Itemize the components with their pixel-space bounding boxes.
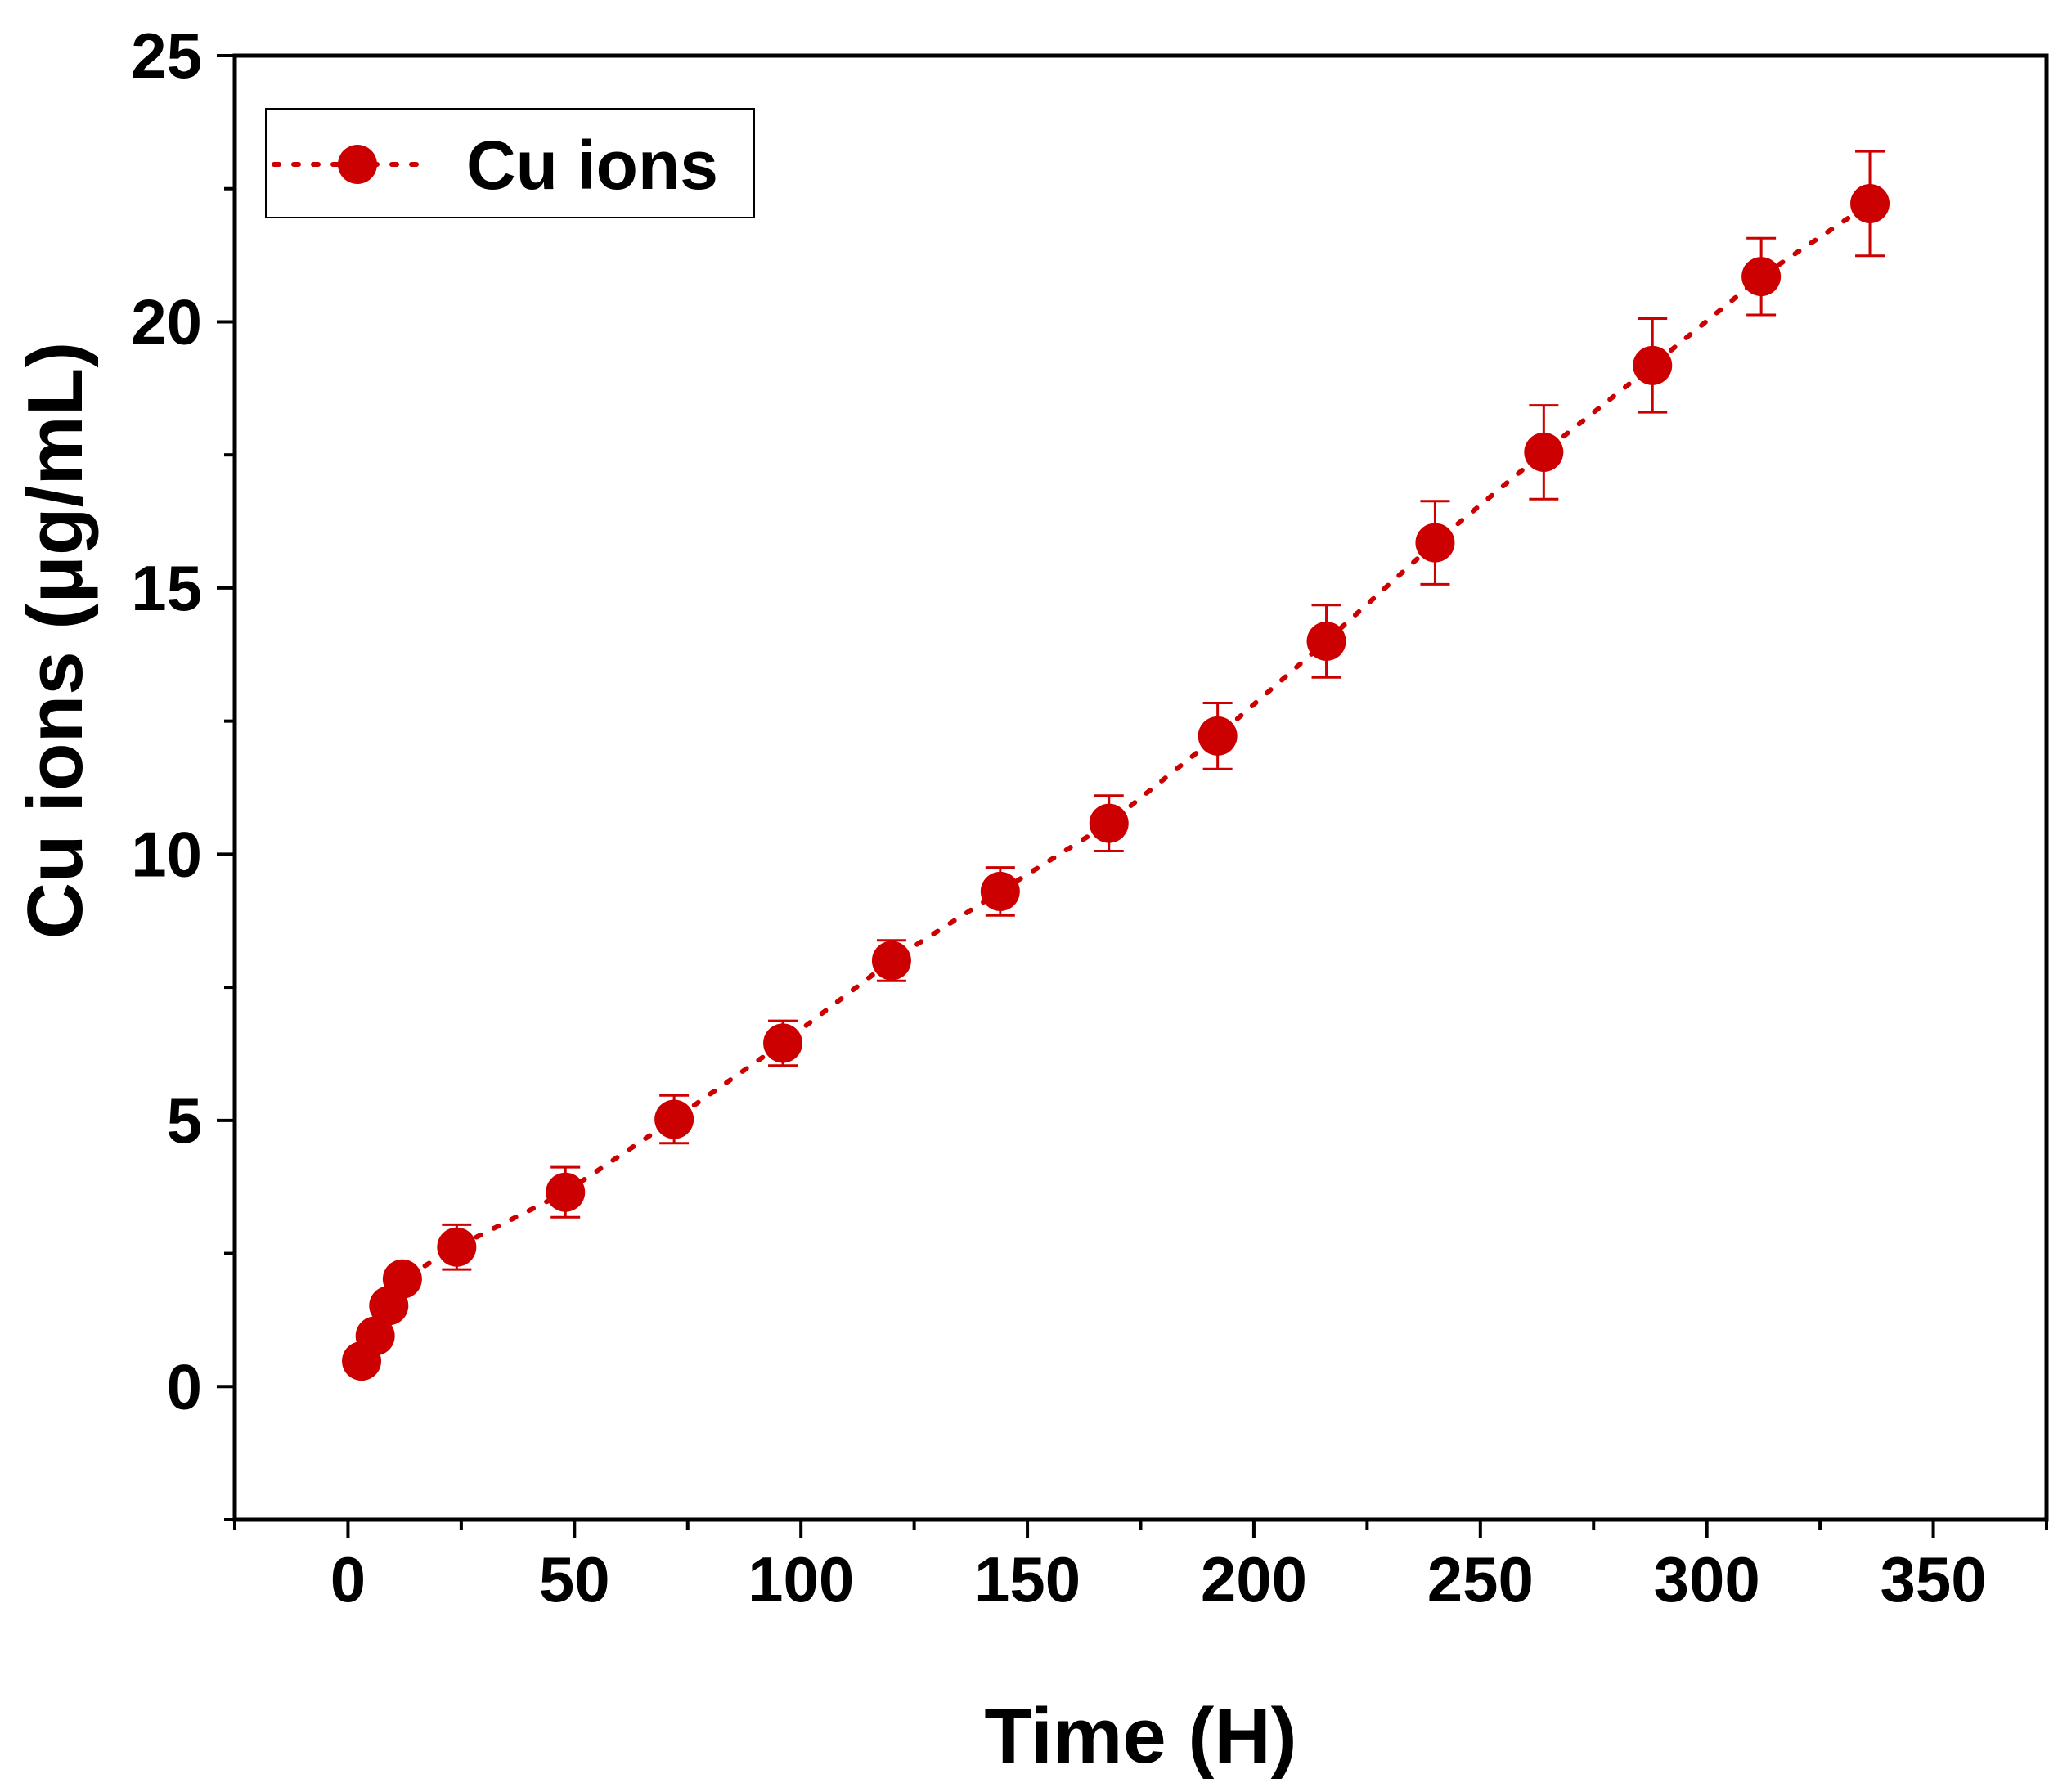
y-tick-label: 25 — [131, 20, 202, 92]
data-point — [1198, 716, 1238, 756]
y-tick-label: 15 — [131, 552, 202, 624]
data-point — [437, 1227, 477, 1267]
data-point — [1306, 622, 1346, 661]
x-tick-label: 0 — [330, 1543, 366, 1615]
x-tick-label: 250 — [1427, 1543, 1534, 1615]
data-point — [546, 1172, 586, 1212]
data-point — [1633, 345, 1673, 385]
y-axis-title: Cu ions (μg/mL) — [11, 342, 99, 940]
legend-entry-cu-ions: Cu ions — [466, 127, 718, 204]
data-point — [763, 1023, 803, 1063]
y-tick-label: 20 — [131, 285, 202, 357]
x-axis-title: Time (H) — [984, 1692, 1296, 1780]
data-point — [355, 1316, 395, 1356]
data-point — [1850, 183, 1890, 223]
x-tick-label: 50 — [539, 1543, 610, 1615]
legend: Cu ions — [265, 108, 755, 218]
x-tick-label: 200 — [1201, 1543, 1307, 1615]
data-point — [871, 941, 911, 981]
data-point — [1524, 432, 1564, 472]
data-point — [980, 871, 1020, 911]
error-bars-layer — [442, 150, 1885, 1271]
x-tick-label: 300 — [1654, 1543, 1760, 1615]
ticks-layer: 0 50 100 150 200 250 300 350 0 5 10 15 20 25 — [131, 20, 2048, 1615]
x-tick-label: 350 — [1880, 1543, 1986, 1615]
y-tick-label: 0 — [167, 1350, 202, 1422]
x-tick-label: 150 — [974, 1543, 1081, 1615]
data-point — [654, 1099, 694, 1139]
data-points-layer — [342, 183, 1890, 1381]
legend-marker — [338, 145, 377, 184]
data-point — [1089, 803, 1129, 843]
data-point — [1415, 523, 1455, 563]
plot-frame — [232, 53, 2049, 1522]
data-point — [1741, 257, 1782, 297]
data-point — [382, 1259, 422, 1299]
y-tick-label: 5 — [167, 1085, 202, 1156]
x-tick-label: 100 — [748, 1543, 854, 1615]
y-tick-label: 10 — [131, 818, 202, 890]
